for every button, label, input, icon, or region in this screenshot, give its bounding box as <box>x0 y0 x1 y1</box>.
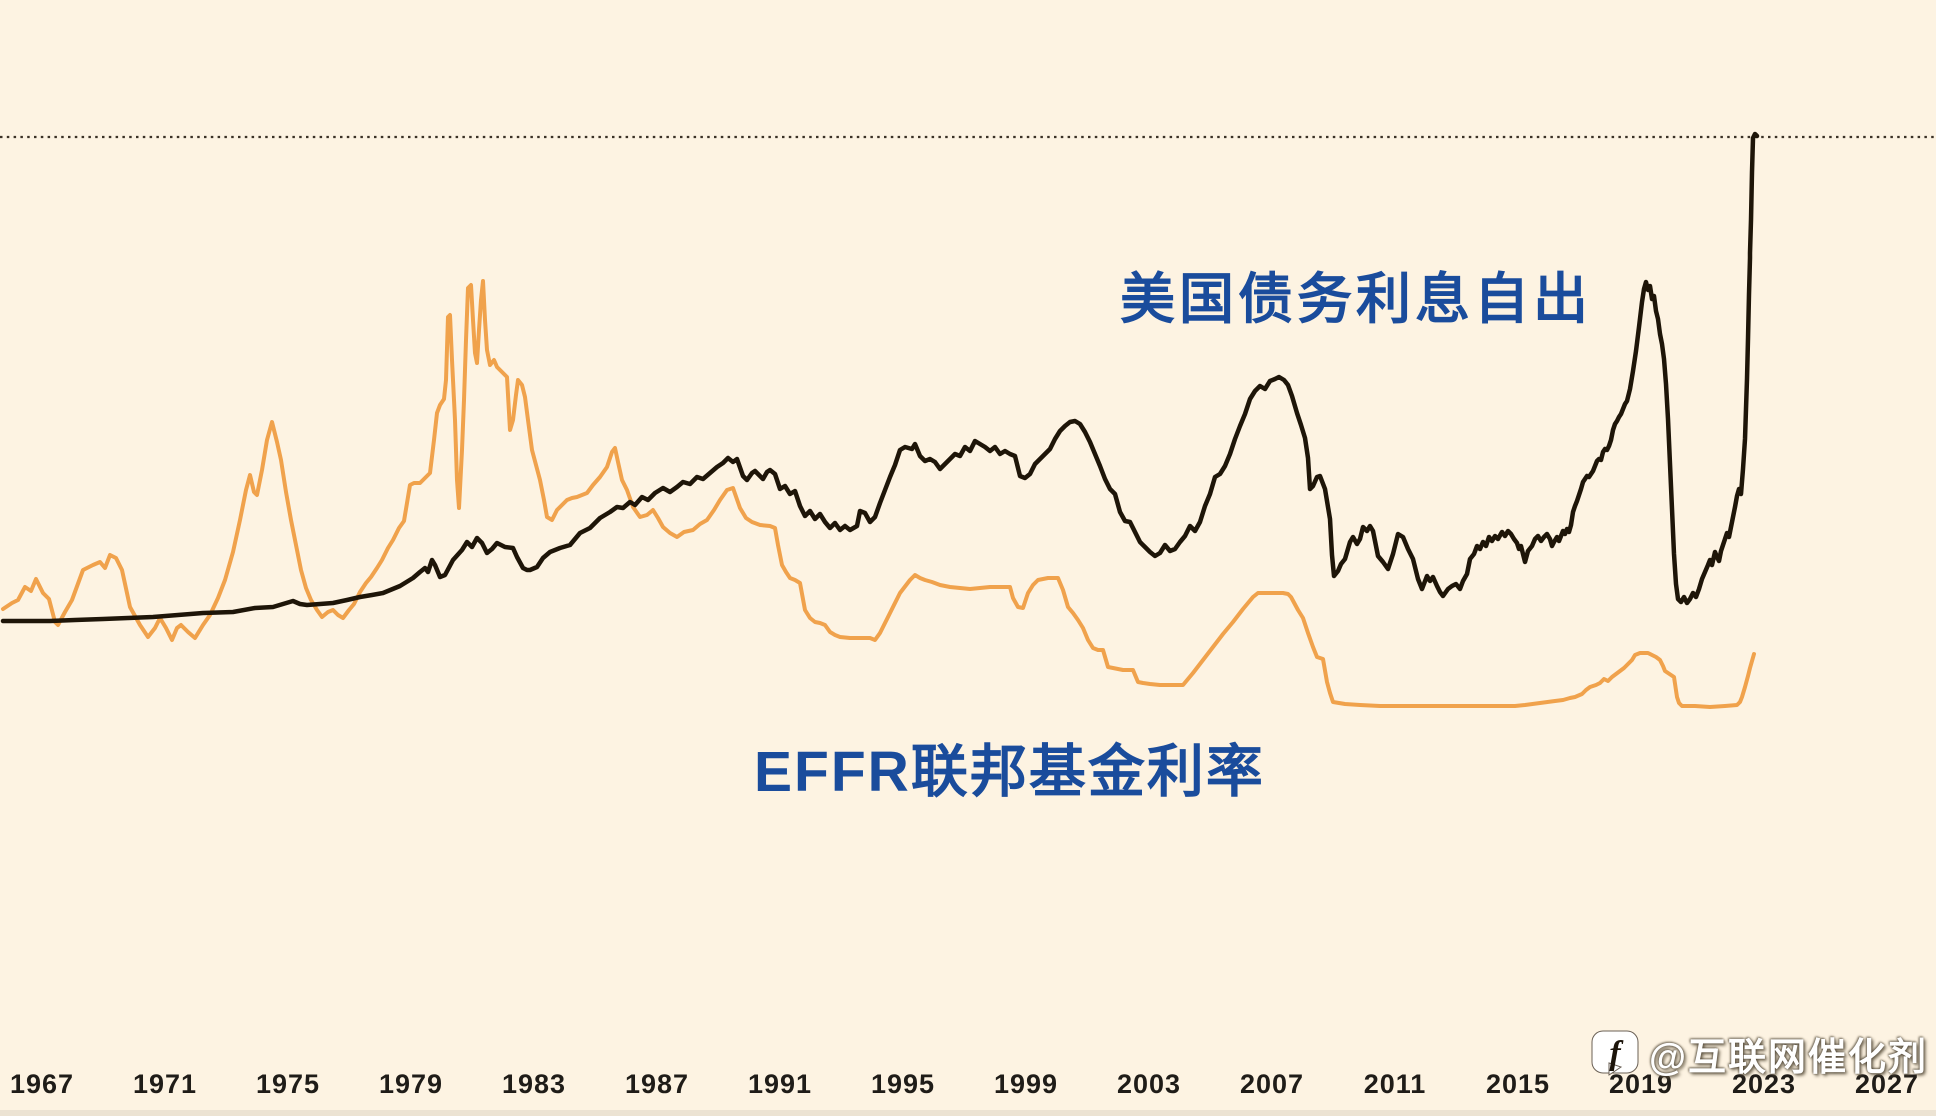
debt-interest-line <box>0 131 1760 624</box>
watermark-logo-icon: f <box>1591 1029 1641 1079</box>
watermark: f @互联网催化剂 <box>1591 1026 1928 1081</box>
watermark-handle: @互联网催化剂 <box>1648 1037 1928 1079</box>
annotation-debt-interest-label: 美国债务利息自出 <box>1120 268 1593 330</box>
bottom-edge-strip <box>0 1110 1936 1116</box>
effr-line <box>1 279 1756 709</box>
annotation-effr-label: EFFR联邦基金利率 <box>754 740 1265 804</box>
svg-text:f: f <box>1609 1035 1624 1072</box>
